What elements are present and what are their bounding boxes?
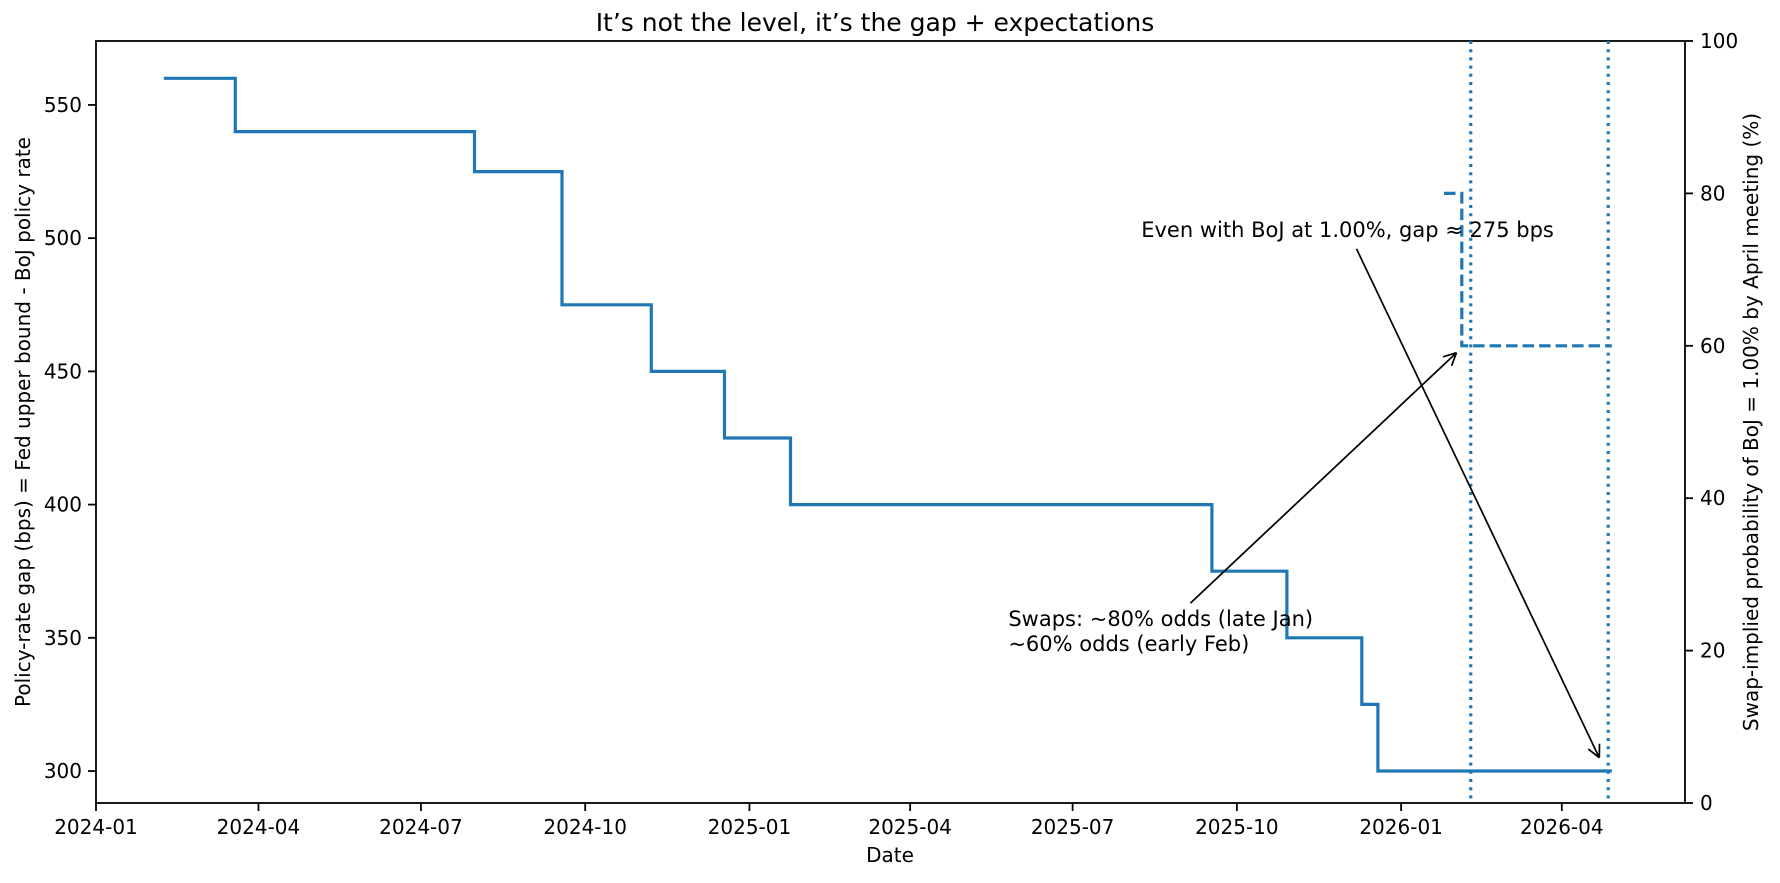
x-axis-label: Date <box>866 843 914 867</box>
right-y-axis-ticks: 0 20 40 60 80 100 <box>1685 29 1738 815</box>
policy-rate-gap-line <box>164 78 1612 771</box>
left-y-axis-label: Policy-rate gap (bps) = Fed upper bound … <box>11 137 35 707</box>
x-tick-label: 2024-01 <box>54 815 138 839</box>
event-dotted-vlines <box>1471 41 1608 803</box>
x-tick-label: 2024-07 <box>379 815 463 839</box>
right-y-tick-label: 20 <box>1700 639 1725 663</box>
x-tick-label: 2024-10 <box>543 815 627 839</box>
left-y-tick-label: 550 <box>44 93 82 117</box>
left-y-axis-ticks: 300 350 400 450 500 550 <box>44 93 96 783</box>
left-y-tick-label: 300 <box>44 759 82 783</box>
x-tick-label: 2026-01 <box>1359 815 1443 839</box>
annotation-text: Swaps: ~80% odds (late Jan)~60% odds (ea… <box>1008 607 1313 656</box>
right-y-tick-label: 60 <box>1700 334 1725 358</box>
right-y-tick-label: 100 <box>1700 29 1738 53</box>
annotation-text: Even with BoJ at 1.00%, gap ≈ 275 bps <box>1141 218 1554 242</box>
data-series <box>164 78 1612 771</box>
right-y-tick-label: 40 <box>1700 486 1725 510</box>
annotation-arrow <box>1190 353 1456 603</box>
x-tick-label: 2026-04 <box>1520 815 1604 839</box>
left-y-tick-label: 500 <box>44 226 82 250</box>
right-y-tick-label: 0 <box>1700 791 1713 815</box>
swap-implied-probability-line <box>1444 193 1612 345</box>
right-y-tick-label: 80 <box>1700 181 1725 205</box>
right-y-axis-label: Swap-implied probability of BoJ = 1.00% … <box>1739 113 1763 731</box>
x-tick-label: 2025-04 <box>868 815 952 839</box>
plot-border <box>96 41 1685 803</box>
chart-title: It’s not the level, it’s the gap + expec… <box>596 8 1155 37</box>
x-tick-label: 2025-01 <box>708 815 792 839</box>
annotations: Even with BoJ at 1.00%, gap ≈ 275 bps Swa… <box>1008 218 1599 758</box>
x-tick-label: 2025-10 <box>1195 815 1279 839</box>
left-y-tick-label: 450 <box>44 359 82 383</box>
annotation-arrow <box>1356 249 1599 758</box>
x-tick-label: 2025-07 <box>1031 815 1115 839</box>
left-y-tick-label: 350 <box>44 626 82 650</box>
left-y-tick-label: 400 <box>44 493 82 517</box>
x-axis-ticks: 2024-01 2024-04 2024-07 2024-10 2025-01 2025-… <box>54 803 1603 839</box>
x-tick-label: 2024-04 <box>217 815 301 839</box>
